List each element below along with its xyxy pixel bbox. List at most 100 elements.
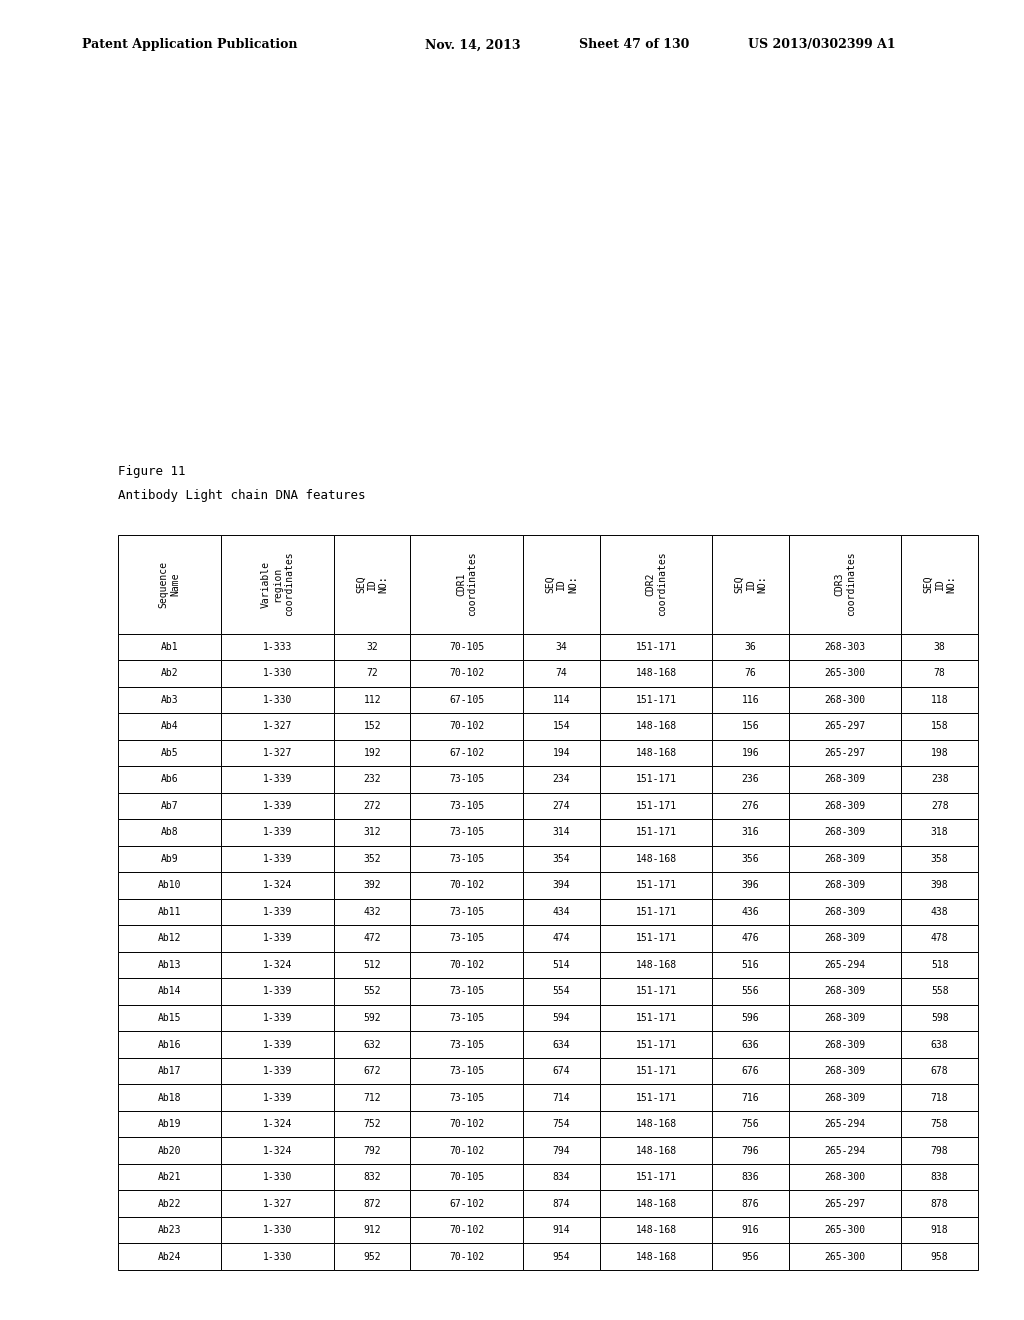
Text: 148-168: 148-168: [635, 1119, 677, 1129]
Text: SEQ
ID
NO:: SEQ ID NO:: [355, 576, 389, 593]
Text: 956: 956: [741, 1251, 760, 1262]
Text: 318: 318: [931, 828, 948, 837]
Text: Ab17: Ab17: [158, 1067, 181, 1076]
Text: 78: 78: [934, 668, 945, 678]
Text: Ab21: Ab21: [158, 1172, 181, 1181]
Text: 265-300: 265-300: [824, 1251, 865, 1262]
Text: 73-105: 73-105: [450, 1067, 484, 1076]
Text: 232: 232: [364, 775, 381, 784]
Text: 476: 476: [741, 933, 760, 944]
Text: 594: 594: [553, 1012, 570, 1023]
Text: Ab22: Ab22: [158, 1199, 181, 1209]
Text: 394: 394: [553, 880, 570, 891]
Text: 148-168: 148-168: [635, 1251, 677, 1262]
Text: 714: 714: [553, 1093, 570, 1102]
Text: 116: 116: [741, 694, 760, 705]
Text: 151-171: 151-171: [635, 1040, 677, 1049]
Text: 718: 718: [931, 1093, 948, 1102]
Text: 238: 238: [931, 775, 948, 784]
Text: 838: 838: [931, 1172, 948, 1181]
Text: 73-105: 73-105: [450, 1012, 484, 1023]
Text: 958: 958: [931, 1251, 948, 1262]
Text: 636: 636: [741, 1040, 760, 1049]
Text: 151-171: 151-171: [635, 907, 677, 917]
Text: 1-330: 1-330: [263, 668, 292, 678]
Text: Ab7: Ab7: [161, 801, 178, 810]
Text: Ab13: Ab13: [158, 960, 181, 970]
Text: 73-105: 73-105: [450, 907, 484, 917]
Text: 312: 312: [364, 828, 381, 837]
Text: 556: 556: [741, 986, 760, 997]
Text: 73-105: 73-105: [450, 801, 484, 810]
Text: 194: 194: [553, 748, 570, 758]
Text: 70-102: 70-102: [450, 668, 484, 678]
Text: 70-102: 70-102: [450, 1119, 484, 1129]
Text: 554: 554: [553, 986, 570, 997]
Text: 1-327: 1-327: [263, 722, 292, 731]
Text: Antibody Light chain DNA features: Antibody Light chain DNA features: [118, 488, 366, 502]
Text: 516: 516: [741, 960, 760, 970]
Text: 398: 398: [931, 880, 948, 891]
Text: 74: 74: [555, 668, 567, 678]
Text: 1-339: 1-339: [263, 801, 292, 810]
Text: Figure 11: Figure 11: [118, 465, 185, 478]
Text: 70-102: 70-102: [450, 880, 484, 891]
Text: 634: 634: [553, 1040, 570, 1049]
Text: 70-102: 70-102: [450, 722, 484, 731]
Text: 1-339: 1-339: [263, 1093, 292, 1102]
Text: Ab9: Ab9: [161, 854, 178, 863]
Text: 268-309: 268-309: [824, 1040, 865, 1049]
Text: 1-339: 1-339: [263, 986, 292, 997]
Text: Ab16: Ab16: [158, 1040, 181, 1049]
Text: 598: 598: [931, 1012, 948, 1023]
Text: 552: 552: [364, 986, 381, 997]
Text: 954: 954: [553, 1251, 570, 1262]
Text: 265-300: 265-300: [824, 1225, 865, 1236]
Text: US 2013/0302399 A1: US 2013/0302399 A1: [748, 38, 895, 51]
Text: 236: 236: [741, 775, 760, 784]
Text: 148-168: 148-168: [635, 668, 677, 678]
Text: 1-339: 1-339: [263, 1012, 292, 1023]
Text: Ab19: Ab19: [158, 1119, 181, 1129]
Text: 265-294: 265-294: [824, 960, 865, 970]
Text: 316: 316: [741, 828, 760, 837]
Text: 151-171: 151-171: [635, 986, 677, 997]
Text: 265-297: 265-297: [824, 748, 865, 758]
Text: 1-339: 1-339: [263, 907, 292, 917]
Text: 1-324: 1-324: [263, 880, 292, 891]
Text: 148-168: 148-168: [635, 1199, 677, 1209]
Text: 274: 274: [553, 801, 570, 810]
Text: 148-168: 148-168: [635, 748, 677, 758]
Text: 268-309: 268-309: [824, 801, 865, 810]
Text: CDR2
coordinates: CDR2 coordinates: [645, 552, 667, 616]
Text: 268-309: 268-309: [824, 854, 865, 863]
Text: 73-105: 73-105: [450, 933, 484, 944]
Text: 76: 76: [744, 668, 757, 678]
Text: 596: 596: [741, 1012, 760, 1023]
Text: 514: 514: [553, 960, 570, 970]
Text: 151-171: 151-171: [635, 642, 677, 652]
Text: 156: 156: [741, 722, 760, 731]
Text: 1-333: 1-333: [263, 642, 292, 652]
Text: 32: 32: [367, 642, 378, 652]
Text: 268-309: 268-309: [824, 775, 865, 784]
Text: Ab12: Ab12: [158, 933, 181, 944]
Text: 438: 438: [931, 907, 948, 917]
Text: Patent Application Publication: Patent Application Publication: [82, 38, 297, 51]
Text: Ab15: Ab15: [158, 1012, 181, 1023]
Text: Ab6: Ab6: [161, 775, 178, 784]
Text: 1-330: 1-330: [263, 1172, 292, 1181]
Text: 358: 358: [931, 854, 948, 863]
Text: CDR1
coordinates: CDR1 coordinates: [456, 552, 477, 616]
Text: 836: 836: [741, 1172, 760, 1181]
Text: 276: 276: [741, 801, 760, 810]
Text: 474: 474: [553, 933, 570, 944]
Text: 148-168: 148-168: [635, 960, 677, 970]
Text: 196: 196: [741, 748, 760, 758]
Text: 151-171: 151-171: [635, 828, 677, 837]
Text: 151-171: 151-171: [635, 694, 677, 705]
Text: Ab23: Ab23: [158, 1225, 181, 1236]
Text: 154: 154: [553, 722, 570, 731]
Text: Ab20: Ab20: [158, 1146, 181, 1155]
Text: 151-171: 151-171: [635, 1012, 677, 1023]
